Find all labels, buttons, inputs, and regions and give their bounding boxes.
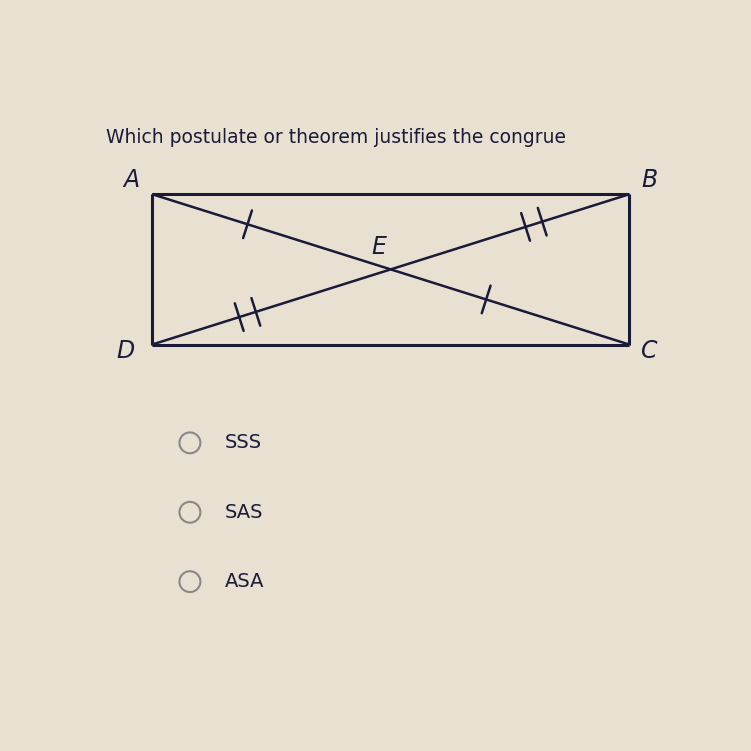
Text: C: C <box>641 339 658 363</box>
Text: ASA: ASA <box>225 572 264 591</box>
Text: SSS: SSS <box>225 433 262 452</box>
Text: SAS: SAS <box>225 502 264 522</box>
Text: B: B <box>641 167 658 192</box>
Text: A: A <box>124 167 140 192</box>
Text: D: D <box>116 339 135 363</box>
Text: Which postulate or theorem justifies the congrue: Which postulate or theorem justifies the… <box>105 128 566 146</box>
Text: E: E <box>372 235 387 259</box>
